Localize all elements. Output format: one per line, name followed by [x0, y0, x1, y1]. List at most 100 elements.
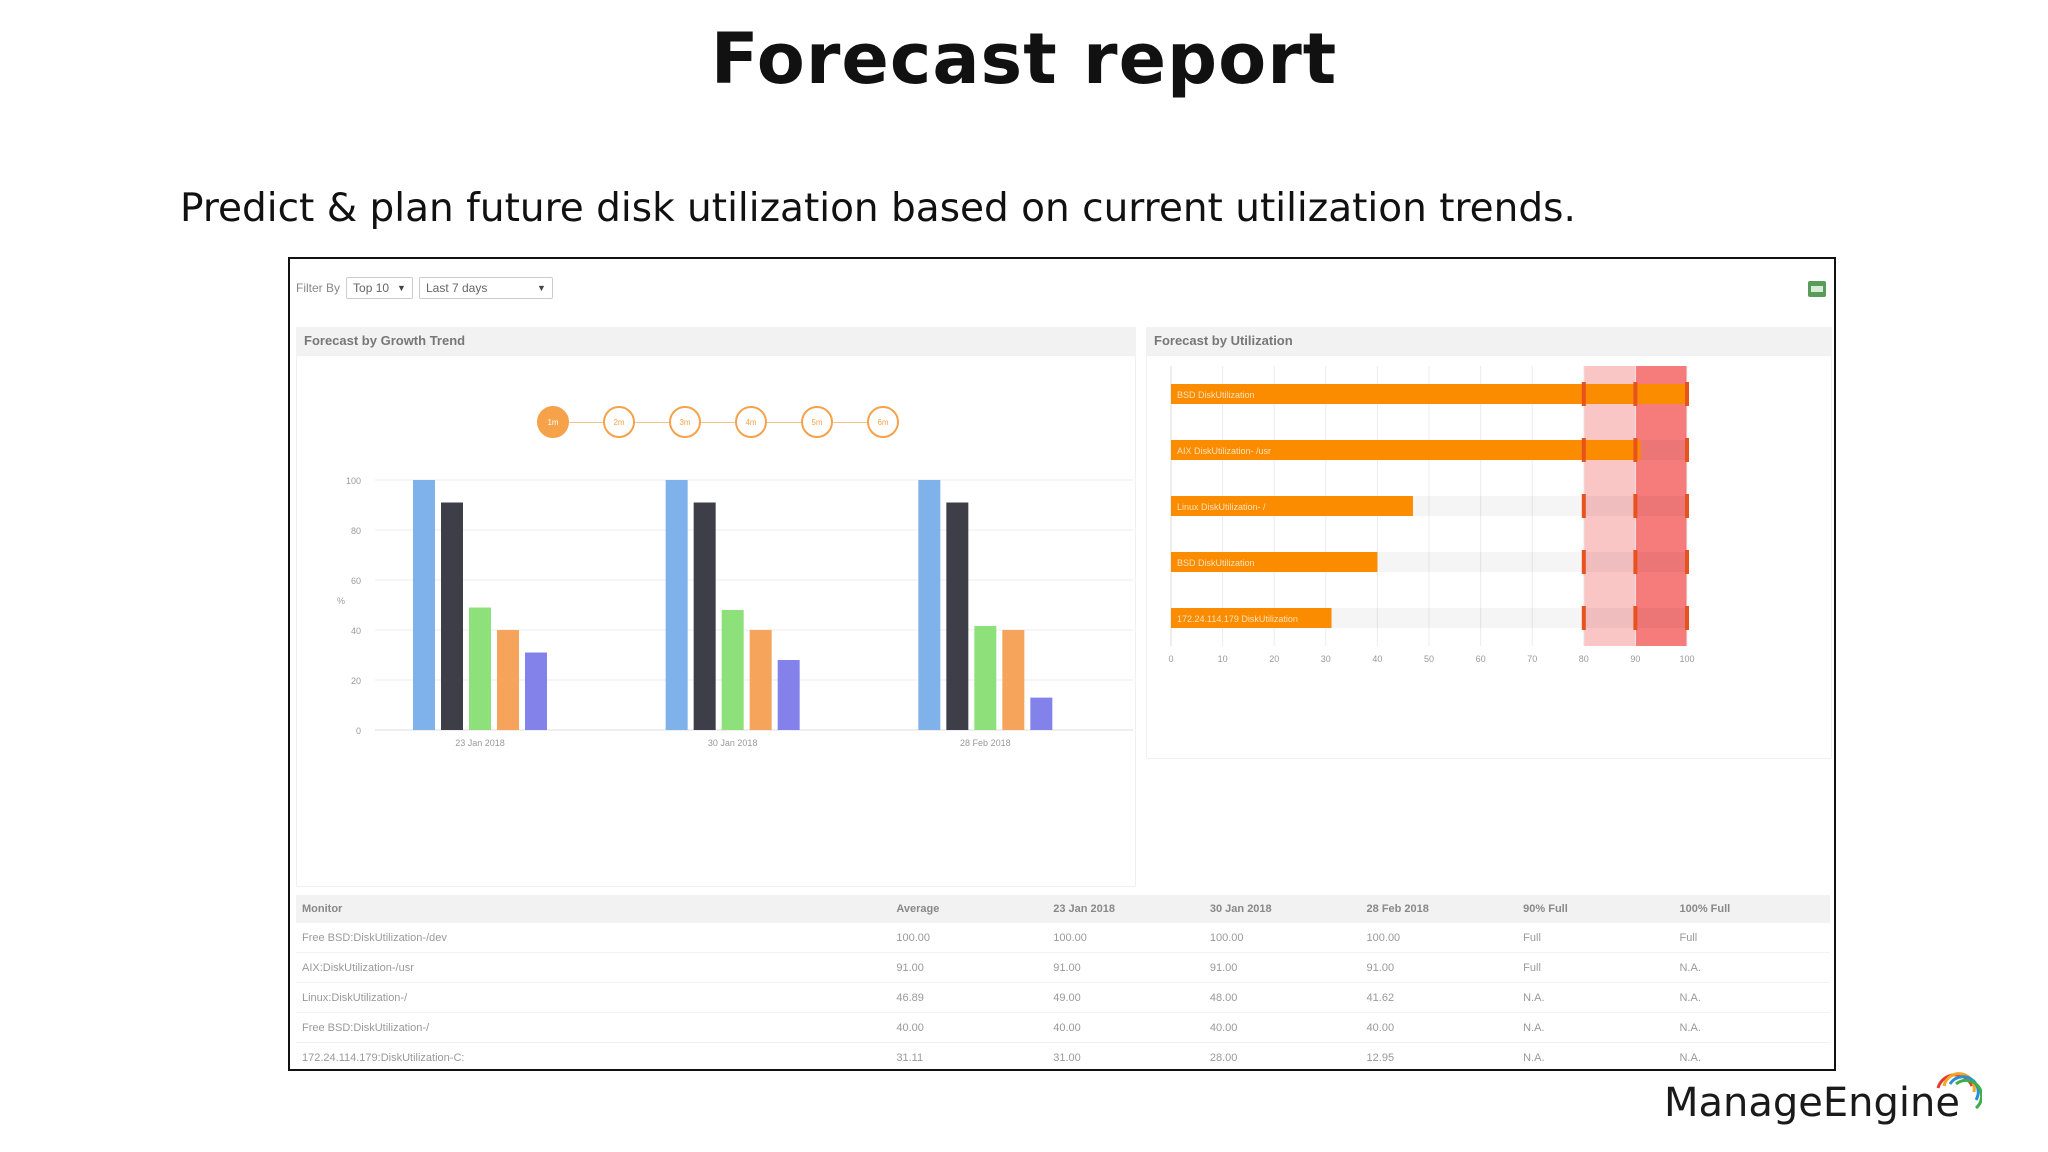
- forecast-step-6m[interactable]: 6m: [867, 406, 899, 438]
- bar: [693, 502, 716, 730]
- y-tick-label: 40: [351, 626, 361, 636]
- threshold-marker: [1633, 550, 1638, 574]
- table-cell: 31.00: [1047, 1042, 1204, 1069]
- forecast-step-2m[interactable]: 2m: [603, 406, 635, 438]
- bar-label: BSD DiskUtilization: [1177, 558, 1255, 568]
- bar: [1171, 440, 1641, 460]
- top-n-select[interactable]: Top 10 ▼: [346, 277, 413, 299]
- bar-label: 172.24.114.179 DiskUtilization: [1177, 614, 1298, 624]
- report-screenshot: Filter By Top 10 ▼ Last 7 days ▼ Forecas…: [288, 257, 1836, 1071]
- bar-label: Linux DiskUtilization- /: [1177, 502, 1266, 512]
- threshold-marker: [1633, 606, 1638, 630]
- table-cell: 91.00: [1360, 952, 1518, 983]
- column-header[interactable]: 28 Feb 2018: [1360, 895, 1518, 923]
- bar: [749, 630, 772, 730]
- table-cell: 41.62: [1360, 982, 1518, 1013]
- table-cell: 28.00: [1203, 1042, 1361, 1069]
- table-cell: N.A.: [1673, 1042, 1830, 1069]
- chevron-down-icon: ▼: [537, 283, 546, 293]
- utilization-panel-title: Forecast by Utilization: [1146, 327, 1832, 355]
- table-cell: Full: [1517, 952, 1674, 983]
- utilization-panel-body: 0 10 20 30 40 50 60 70 80 90 100 BSD DiskUtilizatio…: [1146, 355, 1832, 759]
- slide-subtitle: Predict & plan future disk utilization b…: [180, 186, 1576, 231]
- bar: [777, 660, 800, 730]
- threshold-zone-90: [1583, 366, 1636, 646]
- utilization-chart: 0 10 20 30 40 50 60 70 80 90 100 BSD DiskUtilizatio…: [1168, 366, 1695, 664]
- forecast-step-3m[interactable]: 3m: [669, 406, 701, 438]
- threshold-marker: [1685, 550, 1689, 574]
- table-cell: 12.95: [1360, 1042, 1518, 1069]
- table-cell: N.A.: [1517, 982, 1674, 1013]
- x-tick-label: 40: [1372, 654, 1382, 664]
- utilization-panel: Forecast by Utilization 0 10 20 30 40 50 60 70 8…: [1146, 327, 1832, 759]
- threshold-marker: [1685, 438, 1689, 462]
- table-row[interactable]: Linux:DiskUtilization-/ 46.89 49.00 48.0…: [296, 982, 1830, 1013]
- stepper-connector: [833, 421, 867, 423]
- bar: [974, 625, 997, 730]
- monitor-name-cell[interactable]: AIX:DiskUtilization-/usr: [296, 952, 891, 983]
- y-axis-label: %: [337, 596, 345, 606]
- bar: [469, 607, 491, 730]
- export-excel-icon[interactable]: [1808, 281, 1826, 297]
- table-cell: 49.00: [1047, 982, 1204, 1013]
- monitor-name-cell[interactable]: 172.24.114.179:DiskUtilization-C:: [296, 1042, 891, 1069]
- growth-trend-panel-body: 1m 2m 3m 4m 5m 6m 0 20 40 60 80 100% 23 Jan 2018 30 …: [296, 355, 1136, 887]
- table-row[interactable]: AIX:DiskUtilization-/usr 91.00 91.00 91.…: [296, 952, 1830, 983]
- table-cell: N.A.: [1673, 982, 1830, 1013]
- threshold-marker: [1633, 494, 1638, 518]
- column-header[interactable]: 30 Jan 2018: [1203, 895, 1361, 923]
- bar: [1171, 552, 1378, 572]
- x-tick-label: 100: [1679, 654, 1694, 664]
- monitor-name-cell[interactable]: Linux:DiskUtilization-/: [296, 982, 891, 1013]
- x-tick-label: 23 Jan 2018: [455, 738, 505, 748]
- threshold-marker: [1581, 606, 1586, 630]
- column-header[interactable]: Monitor: [296, 895, 891, 923]
- forecast-step-1m[interactable]: 1m: [537, 406, 569, 438]
- monitor-name-cell[interactable]: Free BSD:DiskUtilization-/dev: [296, 923, 891, 953]
- x-tick-label: 80: [1579, 654, 1589, 664]
- x-tick-label: 30: [1321, 654, 1331, 664]
- threshold-marker: [1685, 606, 1689, 630]
- bar: [525, 652, 547, 730]
- bar: [1171, 384, 1687, 404]
- threshold-marker: [1581, 438, 1586, 462]
- column-header[interactable]: 100% Full: [1673, 895, 1830, 923]
- table-row[interactable]: Free BSD:DiskUtilization-/ 40.00 40.00 4…: [296, 1012, 1830, 1043]
- table-cell: N.A.: [1673, 1012, 1830, 1043]
- column-header[interactable]: 23 Jan 2018: [1047, 895, 1204, 923]
- stepper-connector: [767, 421, 801, 423]
- filter-label: Filter By: [296, 281, 341, 295]
- table-cell: Full: [1517, 923, 1674, 953]
- table-cell: 100.00: [1047, 923, 1204, 953]
- threshold-zone-100: [1635, 366, 1687, 646]
- column-header[interactable]: Average: [890, 895, 1048, 923]
- x-tick-label: 20: [1269, 654, 1279, 664]
- table-row[interactable]: Free BSD:DiskUtilization-/dev 100.00 100…: [296, 923, 1830, 953]
- bar: [1171, 496, 1413, 516]
- table-row[interactable]: 172.24.114.179:DiskUtilization-C: 31.11 …: [296, 1042, 1830, 1069]
- column-header[interactable]: 90% Full: [1517, 895, 1674, 923]
- forecast-step-4m[interactable]: 4m: [735, 406, 767, 438]
- bar: [721, 610, 744, 730]
- monitor-table: Monitor Average 23 Jan 2018 30 Jan 2018 …: [296, 895, 1830, 1069]
- bar: [1030, 697, 1053, 730]
- stepper-connector: [569, 421, 603, 423]
- time-range-select[interactable]: Last 7 days ▼: [418, 277, 553, 299]
- slide-title: Forecast report: [710, 18, 1338, 100]
- stepper-connector: [635, 421, 669, 423]
- x-tick-label: 28 Feb 2018: [960, 738, 1011, 748]
- y-tick-label: 20: [351, 676, 361, 686]
- table-cell: Full: [1673, 923, 1830, 953]
- x-tick-label: 0: [1168, 654, 1173, 664]
- x-tick-label: 10: [1218, 654, 1228, 664]
- table-cell: N.A.: [1673, 952, 1830, 983]
- table-header-row: Monitor Average 23 Jan 2018 30 Jan 2018 …: [296, 895, 1830, 923]
- y-tick-label: 0: [356, 726, 361, 736]
- table-cell: 31.11: [890, 1042, 1048, 1069]
- y-tick-label: 60: [351, 576, 361, 586]
- bar: [497, 630, 519, 730]
- threshold-marker: [1633, 382, 1638, 406]
- top-n-select-value: Top 10: [353, 281, 390, 295]
- forecast-step-5m[interactable]: 5m: [801, 406, 833, 438]
- monitor-name-cell[interactable]: Free BSD:DiskUtilization-/: [296, 1012, 891, 1043]
